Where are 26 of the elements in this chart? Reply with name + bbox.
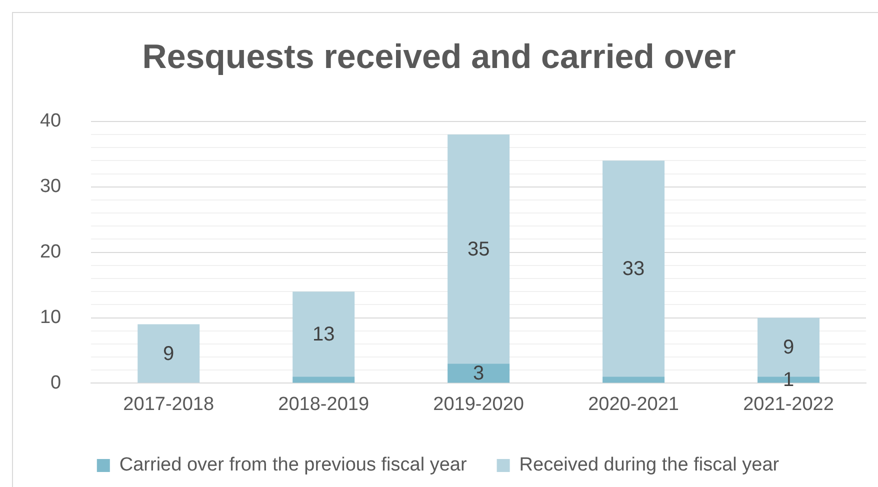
chart-title: Resquests received and carried over (141, 38, 737, 77)
x-tick-label: 2021-2022 (743, 394, 834, 415)
bar (448, 134, 510, 364)
y-tick-label: 30 (40, 176, 62, 198)
y-tick-label: 0 (50, 372, 62, 394)
y-tick-label: 20 (40, 242, 62, 263)
data-label: 35 (467, 238, 490, 261)
bar (602, 160, 665, 377)
legend-label: Received during the fiscal year (519, 454, 780, 476)
bar (448, 364, 510, 383)
data-label: 3 (473, 362, 484, 385)
data-label: 9 (163, 343, 174, 366)
legend-label: Carried over from the previous fiscal year (119, 454, 468, 476)
bar (602, 376, 665, 383)
data-label: 13 (312, 324, 335, 346)
x-tick-label: 2019-2020 (433, 394, 524, 415)
y-tick-label: 40 (40, 110, 62, 132)
data-label: 33 (622, 258, 645, 280)
x-tick-label: 2017-2018 (123, 394, 214, 415)
bar (292, 292, 355, 377)
data-label: 9 (782, 336, 794, 359)
bar (292, 376, 355, 383)
bar (138, 324, 200, 383)
x-tick-label: 2020-2021 (588, 394, 679, 415)
x-tick-label: 2018-2019 (278, 394, 370, 415)
y-tick-label: 10 (40, 306, 62, 328)
